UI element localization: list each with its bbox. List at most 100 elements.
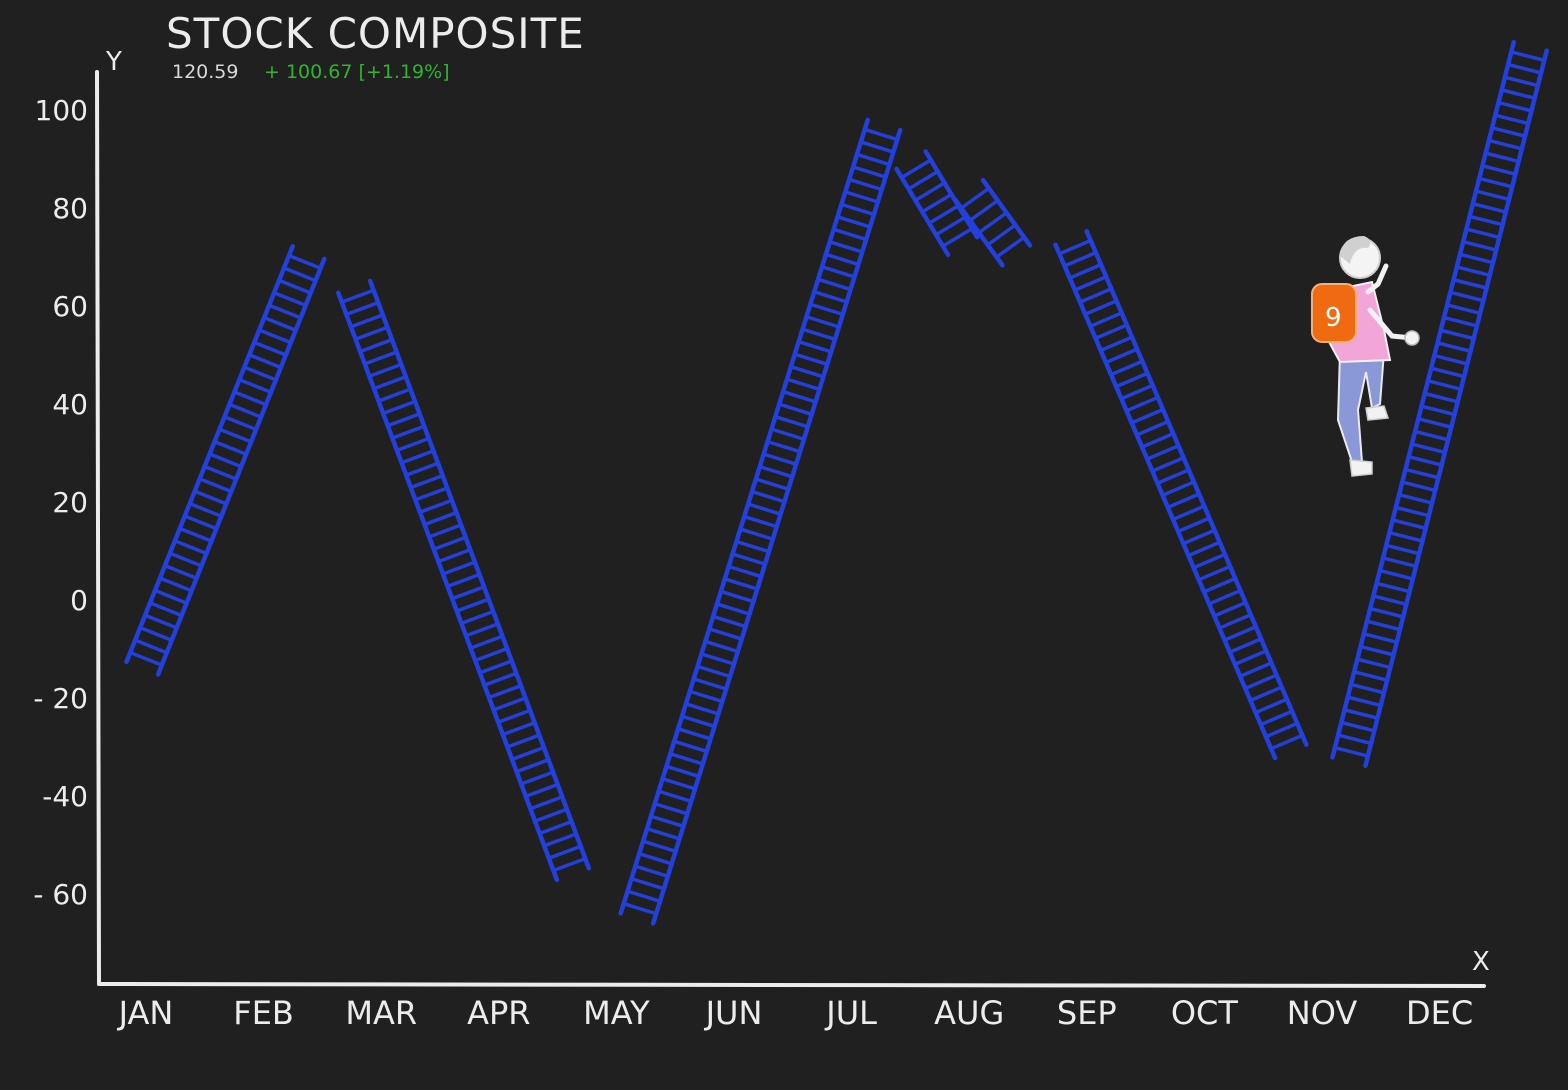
y-tick-label: 40 xyxy=(52,388,88,421)
ladder-rung xyxy=(899,158,933,180)
ladder-rung xyxy=(761,452,798,466)
y-tick-labels: 100 80 60 40 20 0 - 20 -40 - 60 xyxy=(33,94,88,911)
ladder-rung xyxy=(409,473,445,490)
ladder-rung xyxy=(959,186,991,210)
ladder-rung xyxy=(1129,407,1165,425)
ladder-rung xyxy=(1333,745,1370,758)
ladder-rung xyxy=(1349,682,1386,695)
ladder-rung xyxy=(855,152,892,167)
ladder-rung xyxy=(746,502,783,516)
ladder-rung xyxy=(267,303,303,320)
ladder-rung xyxy=(1114,371,1150,389)
ladder-rung xyxy=(994,235,1026,259)
ladder-rung xyxy=(168,551,204,568)
ladder-rung xyxy=(459,609,496,626)
ladder-rung xyxy=(468,634,505,650)
ladder-rung xyxy=(703,639,740,654)
ladder-rung xyxy=(367,362,403,379)
climber-hair xyxy=(1340,236,1371,264)
ladder-rung xyxy=(1119,383,1155,401)
ladder-rung xyxy=(212,439,248,457)
ladder-rung xyxy=(1355,657,1393,670)
ladder-rung xyxy=(1394,505,1431,518)
ladder-rung xyxy=(487,683,523,700)
ladder-rail xyxy=(1053,242,1278,761)
ladder-rung xyxy=(695,664,732,679)
ladder-segment xyxy=(953,177,1033,268)
ladder-rung xyxy=(1155,468,1191,485)
ladder-rung xyxy=(1202,576,1237,594)
ladder-rung xyxy=(353,325,390,341)
ladder-rail xyxy=(1363,48,1549,769)
ladder-segment xyxy=(1330,39,1549,769)
climber-shoe-left xyxy=(1349,459,1373,477)
ladder-segment xyxy=(124,244,327,677)
ladder-rung xyxy=(422,510,459,527)
ladder-rung xyxy=(719,589,756,604)
ladder-rail xyxy=(1084,229,1309,747)
ladder-rung xyxy=(128,650,164,667)
ladder-rung xyxy=(1464,227,1502,240)
ladder-rung xyxy=(985,223,1018,247)
ladder-rung xyxy=(1150,456,1186,473)
ladder-rung xyxy=(824,252,861,267)
ladder-rung xyxy=(1176,516,1212,534)
ladder-rung xyxy=(1339,720,1377,733)
ladder-rung xyxy=(734,539,771,554)
ladder-rung xyxy=(242,365,278,382)
ladder-rung xyxy=(1166,492,1201,510)
ladder-rung xyxy=(1088,311,1124,329)
ladder-rung xyxy=(664,764,701,779)
ladder-rung xyxy=(906,169,940,191)
ladder-rung xyxy=(1448,290,1486,303)
ladder-rung xyxy=(519,770,555,786)
ladder-rung xyxy=(1197,564,1232,582)
y-tick-label: 20 xyxy=(52,486,88,519)
ladder-rung xyxy=(287,253,323,270)
ladder-rung xyxy=(977,211,1009,235)
ladder-rung xyxy=(730,552,767,566)
ladder-rung xyxy=(1238,661,1274,679)
ladder-rung xyxy=(1499,88,1537,100)
ladder-rung xyxy=(1432,353,1470,366)
ladder-rung xyxy=(501,720,537,737)
ladder-rung xyxy=(859,140,896,154)
x-tick-label: MAY xyxy=(583,994,650,1032)
ladder-rung xyxy=(197,477,233,494)
ladder-rung xyxy=(1503,75,1540,88)
ladder-rung xyxy=(183,514,219,531)
climber-hand-right xyxy=(1404,330,1420,346)
ladder-rung xyxy=(237,377,273,394)
y-tick-label: 100 xyxy=(35,94,88,127)
ladder-rung xyxy=(445,572,482,589)
ladder-rung xyxy=(785,377,822,392)
ladder-rung xyxy=(1171,504,1207,522)
ladder-rung xyxy=(676,727,713,741)
ladder-rung xyxy=(257,328,293,345)
ladder-rung xyxy=(1461,239,1498,252)
ladder-rung xyxy=(1104,347,1139,365)
ladder-rung xyxy=(491,696,528,712)
ladder-rung xyxy=(769,427,806,441)
ladder-rung xyxy=(344,300,380,317)
ladder-rung xyxy=(820,265,857,279)
ladder-rung xyxy=(723,577,759,591)
ladder-rung xyxy=(1186,540,1222,558)
ladder-series xyxy=(124,39,1549,926)
ladder-rung xyxy=(262,315,298,332)
ladder-rung xyxy=(1135,419,1170,437)
ladder-rung xyxy=(188,501,224,519)
ladder-rung xyxy=(913,181,947,203)
ladder-rung xyxy=(1140,431,1176,449)
x-axis-name: X xyxy=(1472,947,1490,977)
ladder-rung xyxy=(660,777,697,791)
ladder-rung xyxy=(1496,100,1534,113)
ladder-rung xyxy=(1233,649,1268,667)
x-tick-label: JAN xyxy=(117,994,174,1032)
ladder-rung xyxy=(537,819,574,836)
ladder-rung xyxy=(386,412,422,428)
ladder-rung xyxy=(793,352,829,367)
ladder-rung xyxy=(252,340,288,357)
ladder-rung xyxy=(941,226,974,248)
ladder-rung xyxy=(1067,262,1103,280)
